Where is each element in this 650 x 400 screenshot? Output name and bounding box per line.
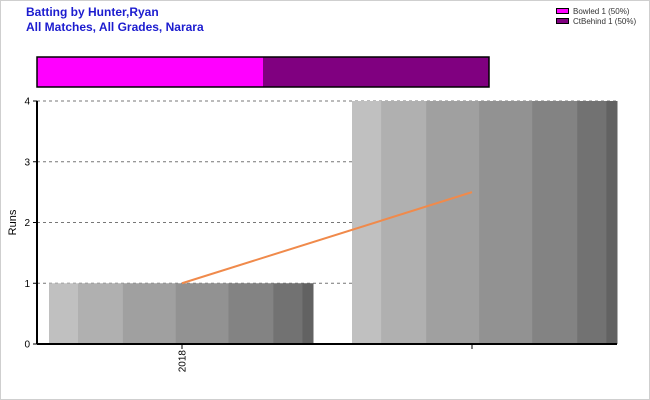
legend-item-bowled: Bowled 1 (50%) bbox=[556, 6, 636, 16]
bar-segment bbox=[577, 101, 607, 344]
dismissal-bar-border bbox=[36, 56, 490, 88]
bar-segment bbox=[175, 283, 230, 344]
bar-segment bbox=[606, 101, 618, 344]
legend-label-bowled: Bowled 1 (50%) bbox=[573, 6, 630, 16]
dismissal-segment-bowled bbox=[37, 57, 263, 87]
legend-label-ctbehind: CtBehind 1 (50%) bbox=[573, 16, 637, 26]
bar-segment bbox=[273, 283, 303, 344]
bar-segment bbox=[78, 283, 124, 344]
bar-segment bbox=[426, 101, 480, 344]
y-tick-label: 1 bbox=[24, 279, 30, 290]
y-axis-label: Runs bbox=[7, 209, 19, 235]
bar-segment bbox=[49, 283, 79, 344]
legend: Bowled 1 (50%) CtBehind 1 (50%) bbox=[556, 6, 636, 26]
y-tick-label: 0 bbox=[24, 340, 30, 351]
chart-subtitle: All Matches, All Grades, Narara bbox=[26, 20, 204, 34]
bar-segment bbox=[122, 283, 177, 344]
bar-segment bbox=[228, 283, 274, 344]
y-tick-label: 3 bbox=[24, 157, 30, 168]
legend-item-ctbehind: CtBehind 1 (50%) bbox=[556, 16, 636, 26]
trend-line bbox=[181, 191, 473, 285]
legend-swatch-ctbehind bbox=[556, 18, 569, 24]
bar-segment bbox=[479, 101, 533, 344]
bar-segment bbox=[532, 101, 578, 344]
legend-swatch-bowled bbox=[556, 8, 569, 14]
x-tick-label: 2018 bbox=[178, 350, 189, 373]
bar-segment bbox=[381, 101, 427, 344]
y-tick-label: 4 bbox=[24, 97, 30, 108]
y-tick-label: 2 bbox=[24, 218, 30, 229]
bar-segment bbox=[302, 283, 314, 344]
chart-title: Batting by Hunter,Ryan bbox=[26, 5, 159, 19]
dismissal-segment-ctbehind bbox=[263, 57, 489, 87]
